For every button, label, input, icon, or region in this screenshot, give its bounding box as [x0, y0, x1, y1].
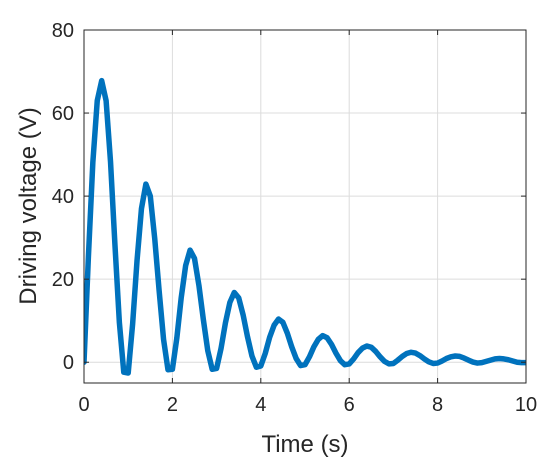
y-tick-label: 0: [63, 352, 74, 374]
x-tick-label: 2: [167, 394, 178, 416]
y-tick-label: 60: [52, 103, 74, 125]
tick-labels: 0 2 4 6 8 10 0 20 40 60 80: [52, 20, 537, 416]
x-tick-label: 0: [78, 394, 89, 416]
series-line: [84, 77, 526, 376]
x-tick-label: 10: [515, 394, 537, 416]
y-tick-label: 80: [52, 20, 74, 42]
x-tick-label: 6: [344, 394, 355, 416]
x-tick-label: 4: [255, 394, 266, 416]
y-axis-label: Driving voltage (V): [15, 107, 42, 304]
plot-frame: [83, 29, 527, 384]
x-axis-label: Time (s): [261, 431, 348, 458]
y-tick-label: 20: [52, 269, 74, 291]
series-layer: [84, 77, 526, 376]
axes: [83, 29, 527, 384]
x-tick-label: 8: [432, 394, 443, 416]
y-tick-label: 40: [52, 186, 74, 208]
